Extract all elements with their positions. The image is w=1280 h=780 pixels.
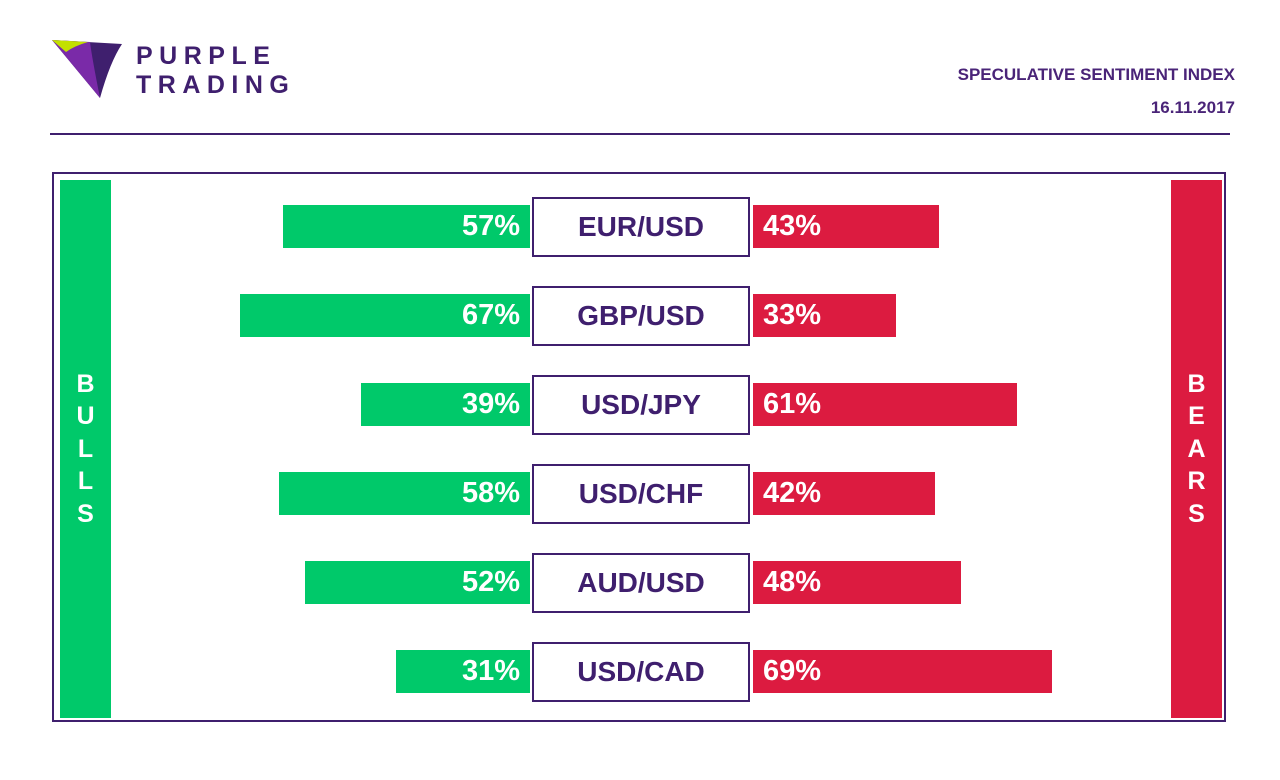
bulls-label-letter: L	[77, 434, 94, 463]
bulls-bar: 52%	[304, 561, 530, 604]
sentiment-row: 31% USD/CAD 69%	[0, 642, 1280, 702]
bears-label-letter: S	[1188, 499, 1205, 528]
report-title: SPECULATIVE SENTIMENT INDEX	[957, 65, 1235, 84]
sentiment-row: 52% AUD/USD 48%	[0, 553, 1280, 613]
brand-line-2: TRADING	[136, 71, 296, 99]
bears-bar: 61%	[753, 383, 1018, 426]
sentiment-row: 39% USD/JPY 61%	[0, 375, 1280, 435]
currency-pair-label: USD/JPY	[532, 375, 750, 435]
report-header: SPECULATIVE SENTIMENT INDEX 16.11.2017	[958, 58, 1235, 124]
brand-line-1: PURPLE	[136, 42, 277, 70]
report-date: 16.11.2017	[1150, 98, 1235, 117]
brand-name: PURPLE TRADING	[136, 42, 295, 100]
bears-label-letter: R	[1187, 467, 1206, 496]
bears-label-letter: B	[1187, 369, 1206, 398]
purple-trading-logo-icon	[52, 40, 122, 98]
bulls-bar: 57%	[283, 205, 530, 248]
sentiment-row: 57% EUR/USD 43%	[0, 197, 1280, 257]
bears-label-letter: E	[1188, 402, 1205, 431]
bears-bar: 33%	[753, 294, 896, 337]
bears-bar: 48%	[753, 561, 961, 604]
bulls-bar: 58%	[278, 472, 530, 515]
sentiment-row: 58% USD/CHF 42%	[0, 464, 1280, 524]
bulls-bar: 39%	[361, 383, 530, 426]
bulls-bar: 67%	[239, 294, 530, 337]
chart-frame	[52, 172, 1226, 722]
bulls-label-letter: U	[76, 402, 95, 431]
bulls-label-letter: L	[77, 467, 94, 496]
bulls-bar: 31%	[395, 650, 530, 693]
sentiment-row: 67% GBP/USD 33%	[0, 286, 1280, 346]
bulls-label-letter: B	[76, 369, 95, 398]
bulls-label-letter: S	[77, 499, 94, 528]
currency-pair-label: EUR/USD	[532, 197, 750, 257]
bears-bar: 42%	[753, 472, 935, 515]
bears-label-letter: A	[1187, 434, 1206, 463]
header-divider	[50, 133, 1230, 135]
currency-pair-label: USD/CHF	[532, 464, 750, 524]
currency-pair-label: AUD/USD	[532, 553, 750, 613]
bears-bar: 43%	[753, 205, 940, 248]
currency-pair-label: GBP/USD	[532, 286, 750, 346]
currency-pair-label: USD/CAD	[532, 642, 750, 702]
bears-bar: 69%	[753, 650, 1052, 693]
